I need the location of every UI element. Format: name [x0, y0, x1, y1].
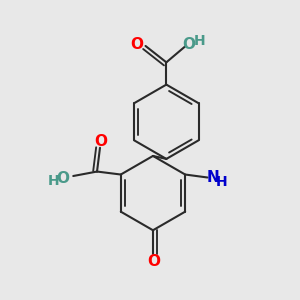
- Text: H: H: [48, 174, 60, 188]
- Text: O: O: [131, 37, 144, 52]
- Text: N: N: [206, 170, 219, 185]
- Text: H: H: [216, 175, 227, 189]
- Text: O: O: [182, 37, 195, 52]
- Text: H: H: [194, 34, 205, 48]
- Text: O: O: [56, 171, 69, 186]
- Text: O: O: [95, 134, 108, 149]
- Text: O: O: [147, 254, 160, 269]
